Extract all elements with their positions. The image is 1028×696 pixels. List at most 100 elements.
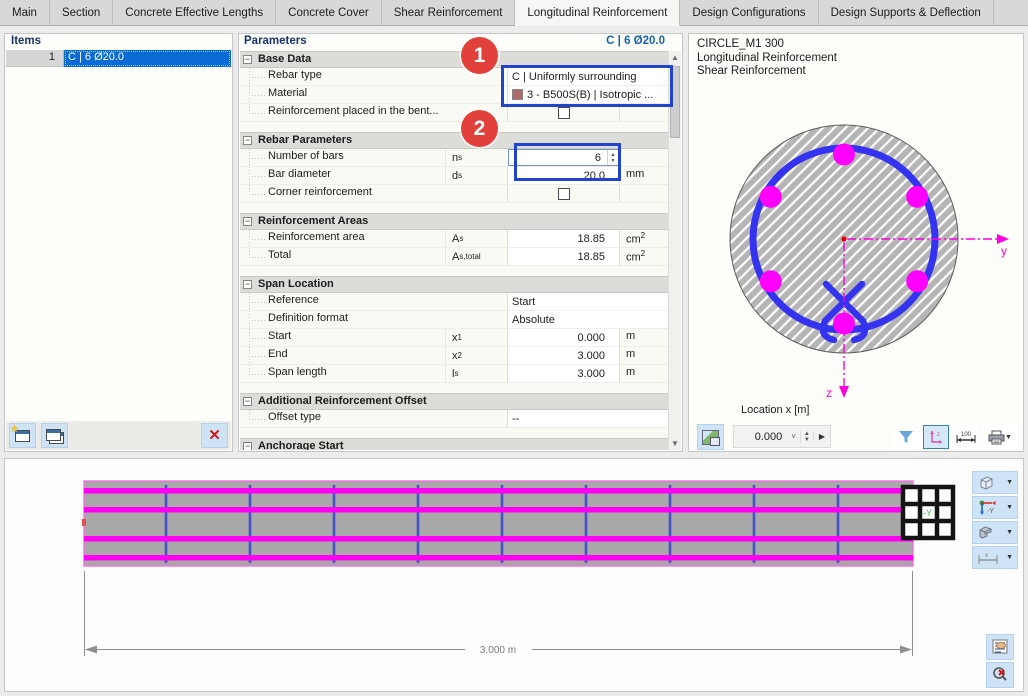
param-checkbox-cell [507,185,620,202]
param-section-title: Anchorage Start [258,440,344,450]
print-button[interactable]: ▼ [983,425,1017,449]
graphic-settings-icon [702,429,720,446]
material-color-swatch [512,89,523,100]
tree-stub-decoration [249,356,265,357]
param-value[interactable]: 0.000 [507,329,620,346]
tab-design-supports-deflection[interactable]: Design Supports & Deflection [819,0,994,26]
delete-item-button[interactable]: ✕ [201,423,228,448]
parameters-scrollbar[interactable]: ▲ ▼ [668,51,681,450]
param-label: Span length [268,366,327,378]
collapse-icon[interactable]: − [243,441,252,450]
param-row: Span length l s 3.000 m [240,365,670,383]
svg-text:-Y: -Y [987,508,994,515]
param-label: Bar diameter [268,168,331,180]
collapse-icon[interactable]: − [243,396,252,406]
dimension-icon: 100 [956,432,976,443]
svg-text:3.000 m: 3.000 m [480,645,516,656]
tree-stub-decoration [249,320,265,321]
copy-windows-icon [46,428,64,444]
show-dimensions-button[interactable]: 100 [953,425,979,449]
tab-longitudinal-reinforcement[interactable]: Longitudinal Reinforcement [515,0,681,26]
param-section-header: − Rebar Parameters [240,132,670,149]
graphic-settings-button[interactable] [697,424,724,450]
cancel-zoom-button[interactable] [986,662,1014,688]
param-label: Total [268,249,292,261]
scroll-up-icon[interactable]: ▲ [671,53,679,62]
spinner-arrows-icon[interactable]: ▲ ▼ [607,150,618,165]
number-of-bars-input[interactable]: 6 ▲ ▼ [508,149,619,166]
collapse-icon[interactable]: − [243,54,252,64]
filter-button[interactable] [893,425,919,449]
checkbox[interactable] [557,187,570,200]
param-value[interactable]: Absolute [507,311,670,328]
view-direction-button[interactable]: -Y ▼ [972,496,1018,519]
param-value[interactable]: -- [507,410,670,427]
tab-bar: Main Section Concrete Effective Lengths Con… [0,0,1028,26]
tab-main[interactable]: Main [0,0,50,26]
param-section-header: − Reinforcement Areas [240,213,670,230]
param-value[interactable]: 3 - B500S(B) | Isotropic ... [507,86,670,103]
copy-item-button[interactable] [41,423,68,448]
tab-design-configurations[interactable]: Design Configurations [680,0,819,26]
spinner-value[interactable]: 6 [594,151,601,164]
checkbox[interactable] [557,106,570,119]
step-forward-icon[interactable]: ▶ [812,432,830,441]
collapse-icon[interactable]: − [243,135,252,145]
tree-stub-decoration [249,419,265,420]
param-value[interactable]: 3.000 [507,347,620,364]
collapse-icon[interactable]: − [243,279,252,289]
svg-text:-Y: -Y [923,508,932,518]
parameters-panel: Parameters C | 6 Ø20.0 − Base Data Rebar t… [238,33,683,452]
param-section-title: Span Location [258,278,334,290]
tab-section[interactable]: Section [50,0,114,26]
view-solid-button[interactable]: ▼ [972,521,1018,544]
tree-stub-decoration [249,113,265,114]
item-number: 1 [6,50,64,67]
print-dropdown-icon[interactable]: ▼ [1005,433,1012,441]
tree-line-decoration [249,248,250,257]
param-value[interactable]: 3.000 [507,365,620,382]
tab-shear-reinforcement[interactable]: Shear Reinforcement [382,0,516,26]
view-dimensioning-button[interactable]: x ▼ [972,546,1018,569]
cross-section-drawing: y z [689,34,1025,456]
view-3d-button[interactable]: ▼ [972,471,1018,494]
member-view-panel: -Y 3.000 m ▼ -Y ▼ ▼ x [4,458,1024,692]
param-row: Corner reinforcement [240,185,670,203]
dropdown-icon[interactable]: ▼ [1006,529,1013,536]
section-info-line-2: Longitudinal Reinforcement [697,51,838,64]
show-axes-button[interactable]: z [923,425,949,449]
param-unit: m [626,330,636,342]
cube-icon [980,475,993,490]
scroll-down-icon[interactable]: ▼ [671,439,679,448]
param-value[interactable]: Start [507,293,670,310]
location-x-value[interactable]: 0.000 [754,430,783,443]
scrollbar-thumb[interactable] [670,66,680,138]
param-value[interactable]: 18.85 [507,230,620,247]
new-item-button[interactable]: ★ [9,423,36,448]
param-value[interactable]: C | Uniformly surrounding [507,68,670,85]
dropdown-icon[interactable]: ▼ [1006,504,1013,511]
tab-concrete-cover[interactable]: Concrete Cover [276,0,382,26]
svg-text:x: x [985,553,988,559]
collapse-icon[interactable]: − [243,216,252,226]
svg-text:z: z [937,432,940,438]
dropdown-icon[interactable]: ▼ [1006,479,1013,486]
param-section-title: Rebar Parameters [258,134,353,146]
item-label[interactable]: C | 6 Ø20.0 [64,50,231,67]
location-x-combo[interactable]: 0.000 ˅ ▲ ▼ ▶ [733,425,831,448]
dropdown-icon[interactable]: ▼ [1006,554,1013,561]
param-section-header: − Additional Reinforcement Offset [240,393,670,410]
chevron-down-icon[interactable]: ˅ [791,432,796,441]
param-label: Reference [268,294,319,306]
add-to-report-button[interactable] [986,634,1014,660]
dim-line-icon: x [978,553,998,564]
param-row: Offset type -- [240,410,670,428]
parameters-table: − Base Data Rebar type C | Uniformly surrou… [240,51,670,450]
param-unit: mm [626,168,645,180]
tab-concrete-effective-lengths[interactable]: Concrete Effective Lengths [113,0,277,26]
param-value[interactable]: 18.85 [507,248,620,265]
location-spinner[interactable]: ▲ ▼ [799,430,813,443]
param-value[interactable]: 20.0 [507,167,620,184]
